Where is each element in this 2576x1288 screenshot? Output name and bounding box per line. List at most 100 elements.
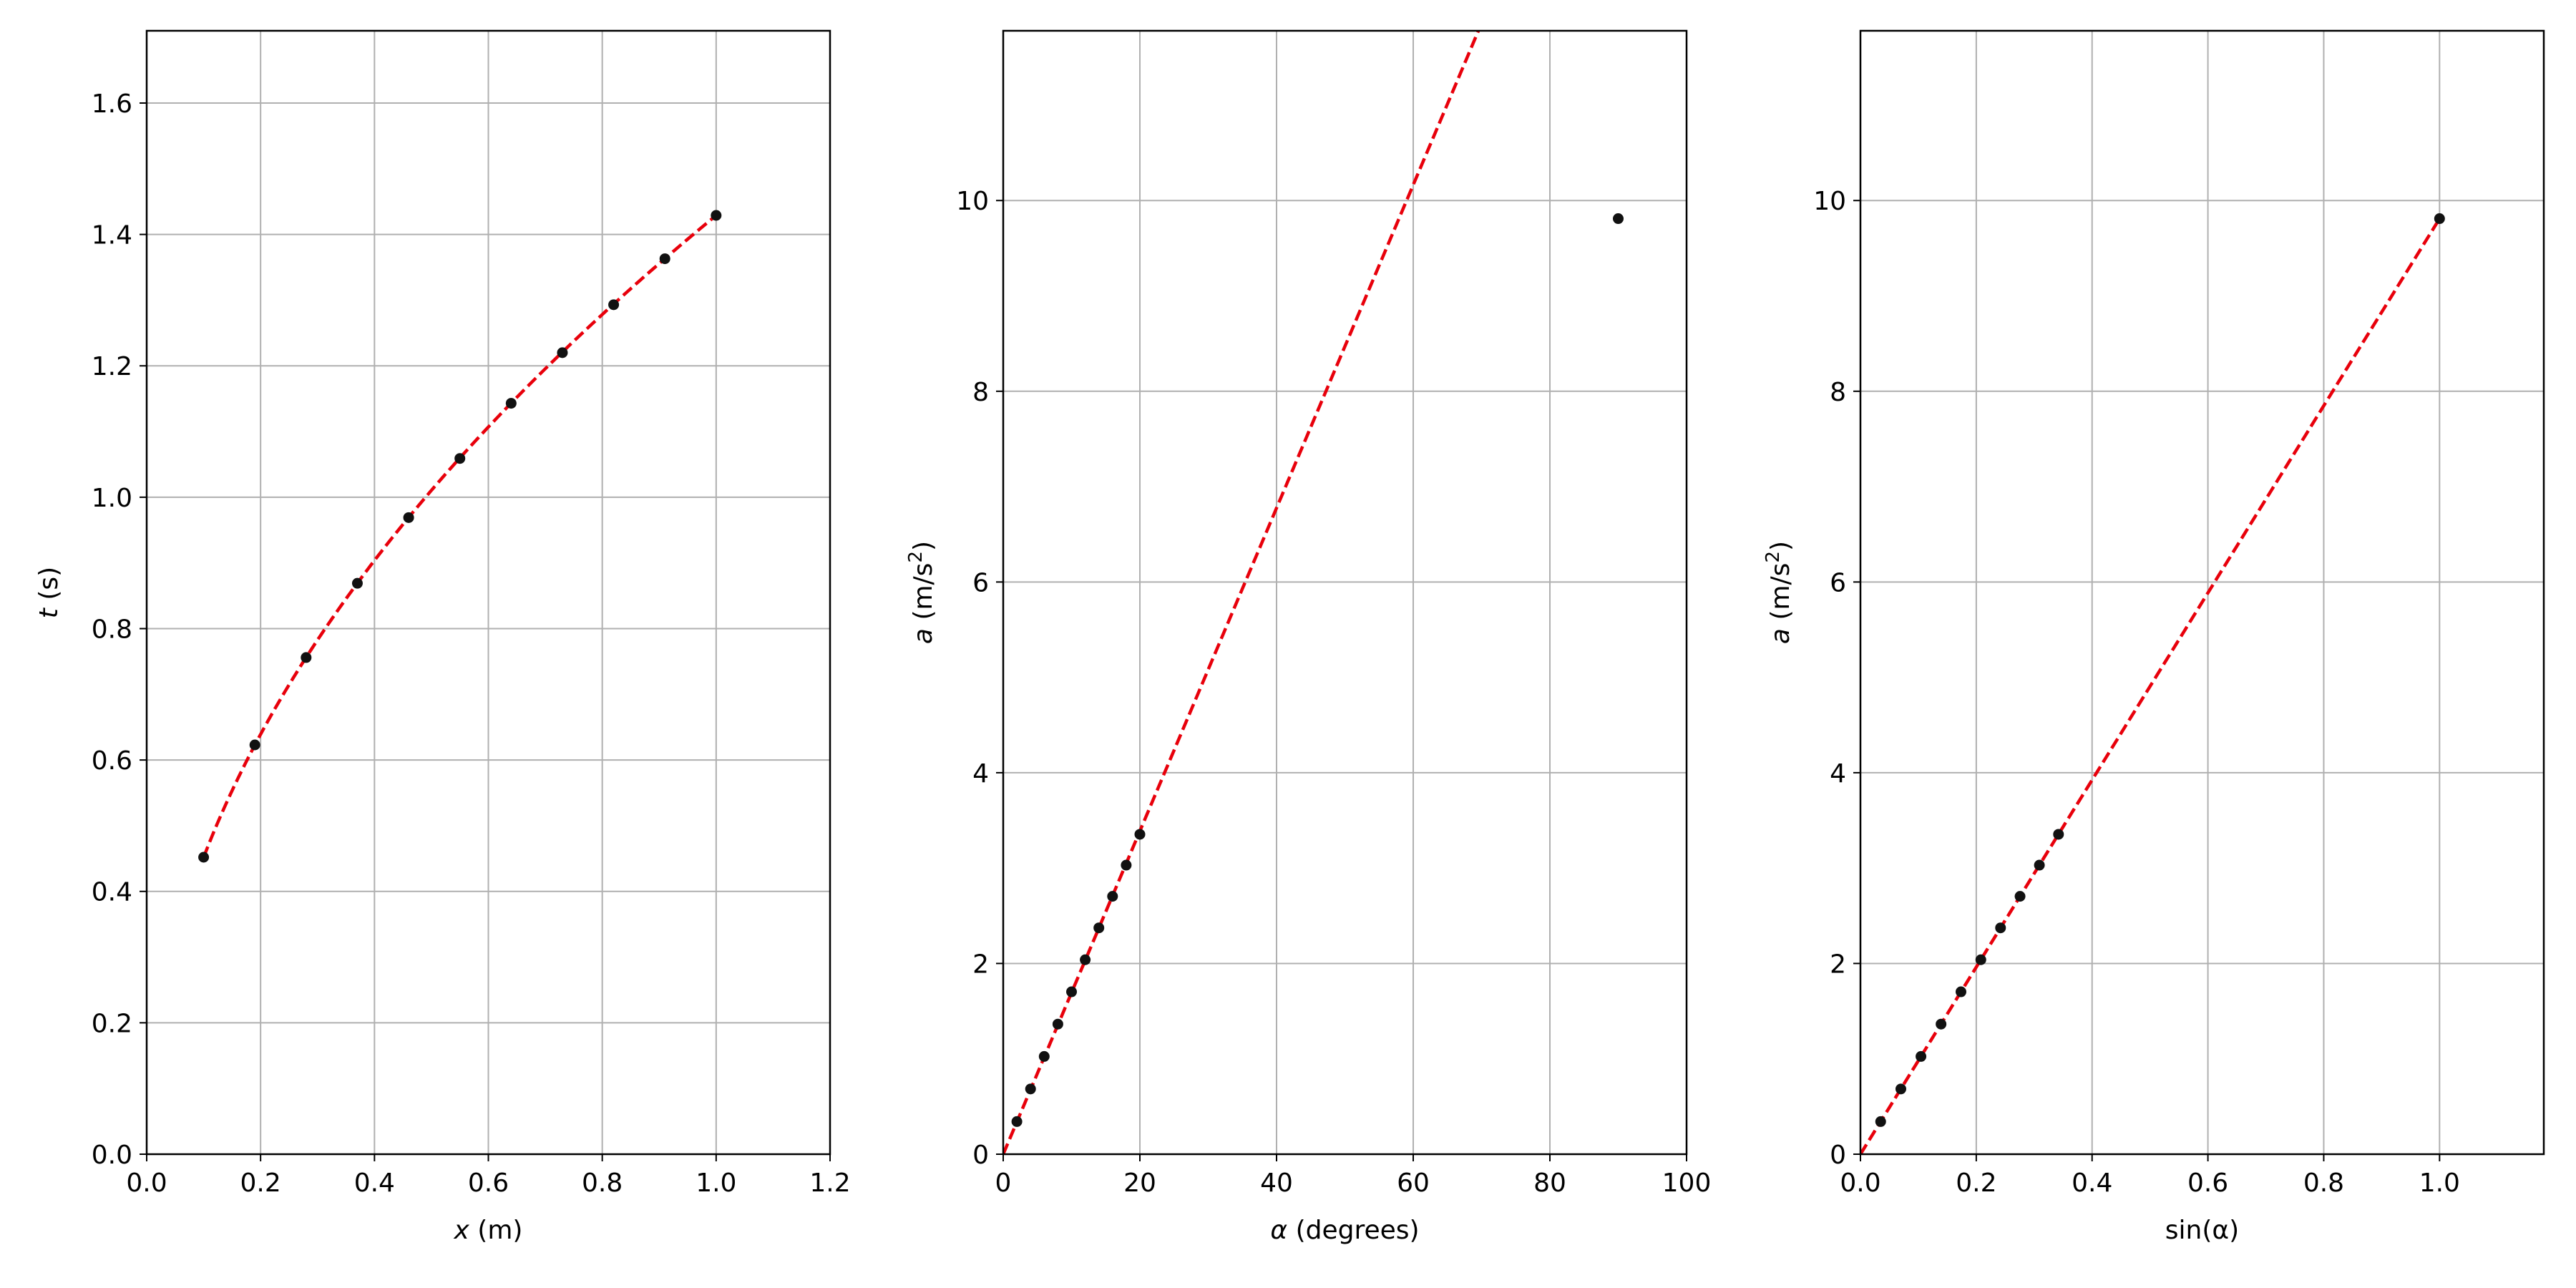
y-tick-label: 0.0 (92, 1141, 132, 1170)
x-tick-label: 0.6 (2187, 1169, 2228, 1198)
data-point (1895, 1083, 1906, 1095)
data-point (403, 512, 414, 523)
x-tick-label: 0.8 (2303, 1169, 2344, 1198)
y-tick-label: 8 (1830, 378, 1846, 407)
data-point (301, 652, 312, 663)
data-point (1066, 986, 1077, 997)
x-axis-label: α (degrees) (1270, 1216, 1419, 1245)
data-point (505, 398, 517, 409)
x-tick-label: 60 (1397, 1169, 1430, 1198)
x-tick-label: 0 (995, 1169, 1012, 1198)
y-tick-label: 0.2 (92, 1009, 132, 1038)
y-axis-var: a (909, 628, 938, 644)
data-point (1093, 922, 1105, 934)
x-axis-label: sin(α) (2165, 1216, 2239, 1245)
x-tick-label: 0.0 (126, 1169, 167, 1198)
data-point (1038, 1050, 1050, 1062)
x-tick-label: 0.8 (582, 1169, 623, 1198)
y-tick-label: 1.0 (92, 484, 132, 513)
data-point (2014, 891, 2026, 902)
y-tick-label: 10 (1813, 187, 1846, 216)
fit-line (1003, 31, 1480, 1154)
x-tick-label: 0.6 (468, 1169, 509, 1198)
y-tick-label: 6 (972, 568, 989, 597)
axes-frame (1002, 29, 1688, 1156)
data-point (249, 739, 260, 751)
x-axis-unit: (degrees) (1287, 1216, 1419, 1245)
y-tick-label: 8 (972, 378, 989, 407)
data-point (711, 210, 722, 221)
data-point (1080, 954, 1091, 965)
data-point (1011, 1116, 1023, 1127)
data-point (1107, 891, 1118, 902)
x-axis-label: x (m) (454, 1216, 523, 1245)
data-point (1121, 859, 1132, 871)
y-axis-unit-tail: ) (1766, 541, 1795, 551)
x-tick-label: 80 (1533, 1169, 1566, 1198)
fit-line (1860, 218, 2441, 1154)
y-tick-label: 6 (1830, 568, 1846, 597)
y-tick-label: 2 (972, 950, 989, 979)
panel-t-vs-x: 0.0 0.2 0.4 0.6 0.8 1.0 1.2 0.0 0.2 0.4 0.6 0.8 1.0 1… (34, 29, 851, 1245)
data-point (1613, 213, 1624, 225)
y-tick-label: 0 (1830, 1141, 1846, 1170)
y-axis-unit-exponent: 2 (1762, 551, 1784, 563)
x-tick-label: 0.2 (1956, 1169, 1996, 1198)
x-axis-var: x (454, 1216, 470, 1245)
data-point (1134, 829, 1146, 840)
x-tick-label: 0.0 (1840, 1169, 1880, 1198)
y-tick-label: 4 (972, 759, 989, 789)
data-point (1995, 922, 2006, 934)
x-tick-label: 20 (1123, 1169, 1156, 1198)
data-point (198, 852, 210, 863)
x-axis-var: α (1270, 1216, 1287, 1245)
y-axis-label: a (m/s2) (905, 541, 938, 644)
y-tick-label: 0.6 (92, 746, 132, 776)
fit-line (202, 214, 718, 858)
data-point (1936, 1018, 1947, 1030)
y-axis-unit: (s) (34, 567, 64, 608)
data-point (557, 347, 568, 358)
y-tick-label: 0.8 (92, 615, 132, 644)
data-point (351, 577, 363, 589)
x-tick-label: 1.0 (2419, 1169, 2460, 1198)
data-point (608, 299, 620, 311)
x-axis-unit: sin(α) (2165, 1216, 2239, 1245)
data-point (1052, 1018, 1063, 1030)
y-axis-label: a (m/s2) (1762, 541, 1795, 644)
y-axis-unit-exponent: 2 (905, 551, 927, 563)
y-axis-unit-tail: ) (909, 541, 938, 551)
y-tick-label: 1.2 (92, 352, 132, 381)
x-tick-label: 1.2 (809, 1169, 850, 1198)
y-tick-label: 0.4 (92, 878, 132, 907)
y-tick-label: 2 (1830, 950, 1846, 979)
data-point (2053, 829, 2064, 840)
data-point (2434, 213, 2445, 225)
y-tick-label: 0 (972, 1141, 989, 1170)
x-axis-unit: (m) (469, 1216, 523, 1245)
y-tick-label: 10 (956, 187, 989, 216)
x-tick-label: 0.2 (240, 1169, 281, 1198)
axes-frame (1859, 29, 2545, 1156)
data-point (1875, 1116, 1886, 1127)
data-point (1916, 1050, 1927, 1062)
x-tick-label: 100 (1662, 1169, 1712, 1198)
data-point (1975, 954, 1986, 965)
y-axis-label: t (s) (34, 567, 64, 618)
x-tick-label: 0.4 (354, 1169, 395, 1198)
y-tick-label: 1.6 (92, 89, 132, 119)
data-point (454, 453, 466, 464)
data-point (1955, 986, 1966, 997)
y-tick-label: 1.4 (92, 221, 132, 250)
y-axis-unit: (m/s (909, 563, 938, 628)
x-tick-label: 1.0 (696, 1169, 736, 1198)
data-point (2034, 859, 2045, 871)
y-axis-unit: (m/s (1766, 563, 1795, 628)
data-point (659, 253, 670, 265)
x-tick-label: 40 (1260, 1169, 1293, 1198)
x-tick-label: 0.4 (2072, 1169, 2112, 1198)
data-point (1025, 1083, 1036, 1095)
